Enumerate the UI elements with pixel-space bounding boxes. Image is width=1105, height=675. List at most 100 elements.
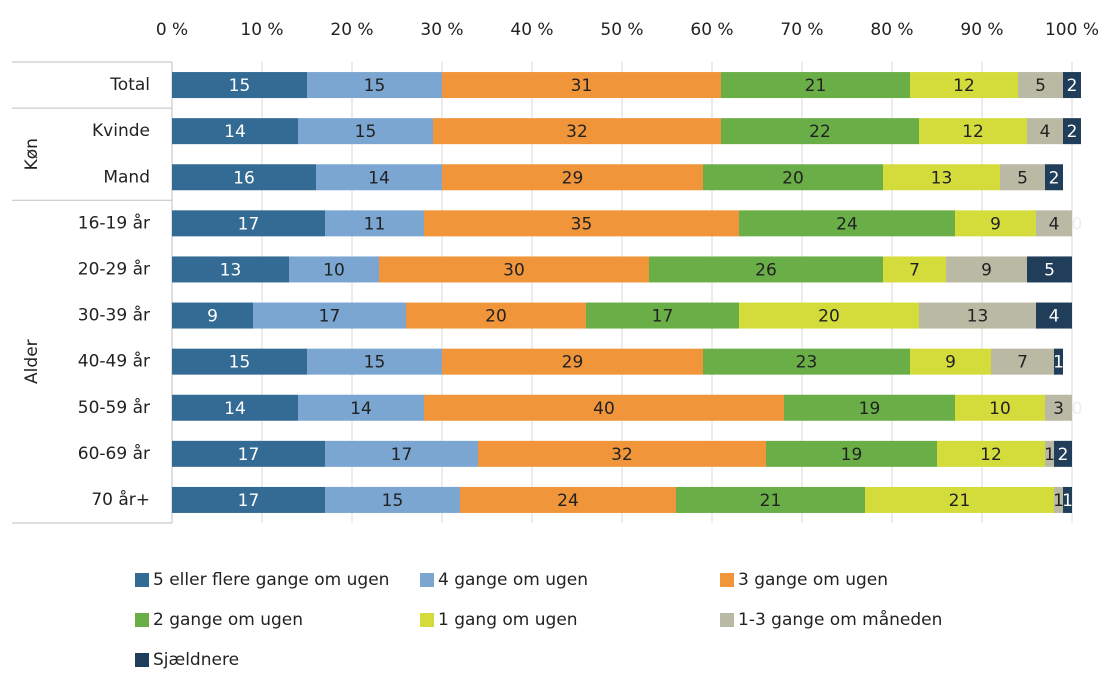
x-tick-label: 0 % bbox=[156, 20, 188, 40]
bar bbox=[766, 440, 937, 467]
legend-swatch bbox=[135, 613, 149, 627]
bar bbox=[172, 72, 307, 99]
data-label: 15 bbox=[364, 76, 386, 96]
y-tick-label: 40-49 år bbox=[78, 351, 150, 372]
data-label: 13 bbox=[931, 168, 953, 188]
data-label: 17 bbox=[391, 445, 413, 465]
data-label: 1 bbox=[1053, 491, 1064, 511]
y-tick-label: 70 år+ bbox=[91, 489, 150, 510]
bar bbox=[253, 302, 406, 329]
x-tick-label: 50 % bbox=[600, 20, 643, 40]
bar bbox=[172, 302, 253, 329]
data-label: 12 bbox=[962, 122, 984, 142]
data-label: 17 bbox=[238, 445, 260, 465]
data-label: 29 bbox=[562, 353, 584, 373]
data-label: 19 bbox=[841, 445, 863, 465]
bar bbox=[937, 440, 1045, 467]
data-label: 24 bbox=[836, 214, 858, 234]
data-label: 32 bbox=[611, 445, 633, 465]
data-label: 14 bbox=[350, 399, 372, 419]
data-label: 26 bbox=[755, 260, 777, 280]
bar bbox=[478, 440, 766, 467]
data-label: 3 bbox=[1053, 399, 1064, 419]
data-label: 4 bbox=[1040, 122, 1051, 142]
bar bbox=[1027, 256, 1072, 283]
data-label: 2 bbox=[1067, 122, 1078, 142]
x-tick-label: 100 % bbox=[1045, 20, 1099, 40]
y-tick-label: 30-39 år bbox=[78, 305, 150, 326]
x-tick-label: 10 % bbox=[240, 20, 283, 40]
bar bbox=[955, 210, 1036, 237]
data-label: 9 bbox=[945, 353, 956, 373]
bar bbox=[172, 256, 289, 283]
bar bbox=[289, 256, 379, 283]
bar bbox=[172, 164, 316, 191]
x-tick-label: 60 % bbox=[690, 20, 733, 40]
data-label: 15 bbox=[229, 76, 251, 96]
data-label: 4 bbox=[1049, 214, 1060, 234]
bar bbox=[784, 394, 955, 421]
data-label: 2 bbox=[1067, 76, 1078, 96]
bar bbox=[919, 302, 1036, 329]
bar bbox=[1027, 118, 1063, 145]
legend-label: 5 eller flere gange om ugen bbox=[153, 570, 389, 590]
legend-swatch bbox=[420, 613, 434, 627]
data-label: 16 bbox=[233, 168, 255, 188]
bar bbox=[649, 256, 883, 283]
data-label: 17 bbox=[238, 214, 260, 234]
data-label: 13 bbox=[967, 307, 989, 327]
y-tick-label: Mand bbox=[103, 167, 150, 187]
data-label: 21 bbox=[805, 76, 827, 96]
bar bbox=[442, 164, 703, 191]
legend-label: 1 gang om ugen bbox=[438, 610, 578, 630]
bar bbox=[1036, 302, 1072, 329]
bar bbox=[946, 256, 1027, 283]
data-label: 5 bbox=[1017, 168, 1028, 188]
bar bbox=[442, 72, 721, 99]
x-tick-label: 90 % bbox=[960, 20, 1003, 40]
bar bbox=[460, 486, 676, 513]
bar bbox=[1036, 210, 1072, 237]
bar bbox=[703, 348, 910, 375]
y-tick-label: 16-19 år bbox=[78, 212, 150, 233]
data-label: 11 bbox=[364, 214, 386, 234]
data-label: 0 bbox=[1072, 214, 1083, 234]
data-label: 10 bbox=[323, 260, 345, 280]
bar bbox=[325, 210, 424, 237]
bar bbox=[298, 118, 433, 145]
bar bbox=[865, 486, 1054, 513]
bar bbox=[316, 164, 442, 191]
legend-label: 3 gange om ugen bbox=[738, 570, 888, 590]
bar bbox=[991, 348, 1054, 375]
data-label: 12 bbox=[980, 445, 1002, 465]
legend-label: 2 gange om ugen bbox=[153, 610, 303, 630]
bar bbox=[1018, 72, 1063, 99]
bar bbox=[424, 394, 784, 421]
x-tick-label: 30 % bbox=[420, 20, 463, 40]
legend-swatch bbox=[135, 653, 149, 667]
data-label: 20 bbox=[782, 168, 804, 188]
bar bbox=[703, 164, 883, 191]
data-label: 30 bbox=[503, 260, 525, 280]
bar bbox=[1063, 486, 1072, 513]
bar bbox=[433, 118, 721, 145]
legend-label: Sjældnere bbox=[153, 650, 239, 670]
legend-label: 1-3 gange om måneden bbox=[738, 609, 942, 630]
bar bbox=[739, 302, 919, 329]
data-label: 4 bbox=[1049, 307, 1060, 327]
bar bbox=[1063, 72, 1081, 99]
data-label: 20 bbox=[818, 307, 840, 327]
data-label: 31 bbox=[571, 76, 593, 96]
bar bbox=[442, 348, 703, 375]
bar bbox=[919, 118, 1027, 145]
bar bbox=[1054, 486, 1063, 513]
legend-swatch bbox=[720, 613, 734, 627]
bar bbox=[379, 256, 649, 283]
data-label: 40 bbox=[593, 399, 615, 419]
bar bbox=[1054, 348, 1063, 375]
y-tick-label: 50-59 år bbox=[78, 397, 150, 418]
data-label: 22 bbox=[809, 122, 831, 142]
data-label: 9 bbox=[990, 214, 1001, 234]
bar bbox=[721, 72, 910, 99]
